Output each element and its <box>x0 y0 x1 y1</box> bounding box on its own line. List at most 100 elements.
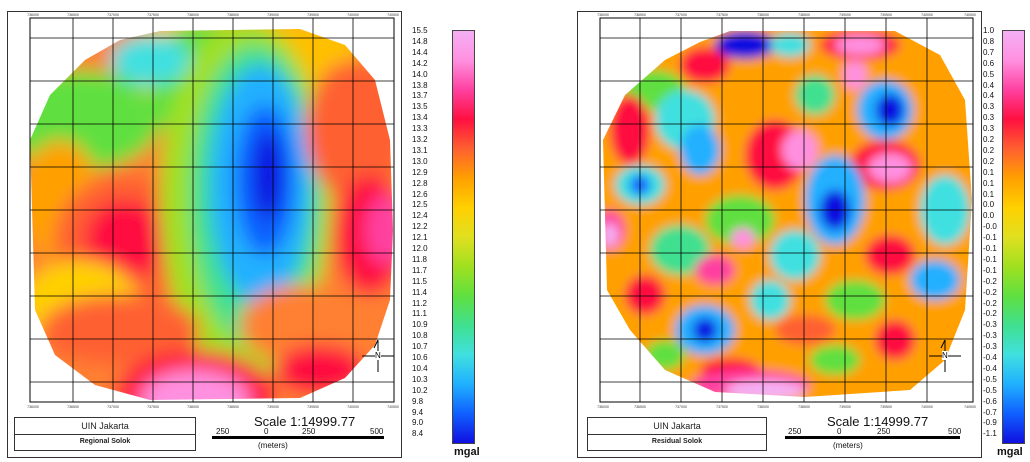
legend-value-label: 13.7 <box>412 91 428 101</box>
legend-value-label: 12.0 <box>412 244 428 253</box>
legend-value-label: 10.4 <box>412 363 428 373</box>
scale-unit-label: (meters) <box>833 441 863 450</box>
legend-value-label: 1.0 <box>983 26 995 35</box>
scale-tick-label: 500 <box>948 427 962 436</box>
legend-value-label: 0.1 <box>983 189 995 199</box>
legend-value-label: -0.6 <box>983 396 997 406</box>
legend-value-label: 15.5 <box>412 26 428 35</box>
legend-value-label: 13.8 <box>412 80 428 90</box>
legend-value-label: 14.2 <box>412 58 428 68</box>
legend-value-label: -0.1 <box>983 244 997 253</box>
legend-value-label: -0.9 <box>983 418 997 428</box>
coordinate-label: 737000 <box>107 13 119 17</box>
legend-value-label: 13.2 <box>412 135 428 144</box>
legend-value-label: -0.0 <box>983 222 997 232</box>
coordinate-label: 738500 <box>227 13 239 17</box>
legend-value-label: -0.5 <box>983 374 997 384</box>
legend-value-label: 11.4 <box>412 287 427 297</box>
legend-value-label: 11.8 <box>412 254 427 264</box>
legend-value-label: 13.5 <box>412 102 428 112</box>
legend-value-label: -0.2 <box>983 298 997 308</box>
legend-value-label: 13.1 <box>412 145 428 155</box>
legend-value-label: -1.1 <box>983 429 997 439</box>
legend-value-label: -0.3 <box>983 331 997 341</box>
legend-value-label: 11.7 <box>412 265 427 275</box>
coordinate-label: 737000 <box>675 405 687 409</box>
scale-tick-label: 0 <box>837 427 842 436</box>
coordinate-label: 739000 <box>839 13 851 17</box>
north-label: N <box>375 351 381 360</box>
legend-value-label: 12.6 <box>412 189 428 199</box>
legend-value-label: 10.8 <box>412 331 428 341</box>
legend-value-label: -0.7 <box>983 407 997 417</box>
color-legend-bar <box>452 30 475 444</box>
regional-map-canvas: 736000 736000 736500 736500 737000 737000 7375… <box>27 13 399 409</box>
coordinate-label: 739000 <box>267 13 279 17</box>
scale-bar <box>212 436 384 439</box>
coordinate-label: 736500 <box>634 13 646 17</box>
coordinate-label: 740000 <box>347 405 359 409</box>
coordinate-label: 739000 <box>267 405 279 409</box>
organization-label: UIN Jakarta <box>81 421 129 431</box>
legend-unit-label: mgal <box>454 446 480 458</box>
coordinate-label: 738000 <box>187 13 199 17</box>
legend-value-label: 11.2 <box>412 298 427 308</box>
regional-anomaly-map-panel: 736000 736000 736500 736500 737000 737000 7375… <box>7 11 480 458</box>
legend-value-label: 0.1 <box>983 178 995 188</box>
legend-value-label: 0.1 <box>983 167 995 177</box>
scale-tick-label: 250 <box>877 427 891 436</box>
coordinate-label: 740500 <box>964 405 976 409</box>
legend-value-label: 0.7 <box>983 47 995 57</box>
coordinate-label: 736000 <box>597 405 609 409</box>
color-legend-bar <box>1002 30 1025 444</box>
residual-map-canvas: 736000 736000 736500 736500 737000 737000 7375… <box>597 13 976 409</box>
legend-value-label: 14.8 <box>412 36 428 46</box>
legend-value-label: 10.6 <box>412 353 428 362</box>
coordinate-label: 738000 <box>757 405 769 409</box>
coordinate-label: 737500 <box>147 405 159 409</box>
north-label: N <box>942 351 948 360</box>
legend-value-label: 10.7 <box>412 342 428 352</box>
legend-value-label: 12.2 <box>412 222 428 232</box>
legend-value-label: 12.8 <box>412 178 428 188</box>
legend-value-label: -0.2 <box>983 287 997 297</box>
legend-value-label: 9.4 <box>412 407 424 417</box>
legend-value-label: 0.5 <box>983 69 995 79</box>
legend-value-label: 0.0 <box>983 200 995 210</box>
coordinate-label: 737500 <box>716 405 728 409</box>
scale-tick-label: 250 <box>788 427 802 436</box>
scale-label: Scale 1:14999.77 <box>827 414 929 429</box>
scale-tick-label: 0 <box>264 427 269 436</box>
legend-value-label: -0.1 <box>983 254 997 264</box>
legend-value-label: 0.3 <box>983 113 995 123</box>
legend-value-label: 13.0 <box>412 156 428 166</box>
coordinate-label: 739500 <box>307 405 319 409</box>
legend-value-label: 11.1 <box>412 309 427 319</box>
legend-value-label: 12.1 <box>412 233 428 243</box>
coordinate-label: 737500 <box>147 13 159 17</box>
coordinate-label: 739000 <box>839 405 851 409</box>
coordinate-label: 737000 <box>107 405 119 409</box>
coordinate-label: 739500 <box>307 13 319 17</box>
scale-bar <box>785 436 960 439</box>
coordinate-label: 738000 <box>757 13 769 17</box>
coordinate-label: 738500 <box>227 405 239 409</box>
organization-label: UIN Jakarta <box>653 421 701 431</box>
legend-unit-label: mgal <box>997 446 1023 458</box>
coordinate-label: 738000 <box>187 405 199 409</box>
legend-value-label: 12.5 <box>412 200 428 210</box>
coordinate-label: 736500 <box>67 405 79 409</box>
legend-value-label: 9.8 <box>412 396 424 406</box>
legend-value-label: 0.2 <box>983 135 995 144</box>
legend-value-label: 14.0 <box>412 69 428 79</box>
coordinate-label: 739500 <box>880 13 892 17</box>
legend-value-label: 0.8 <box>983 36 995 46</box>
scale-label: Scale 1:14999.77 <box>254 414 356 429</box>
legend-value-label: 0.4 <box>983 91 995 101</box>
legend-value-label: 12.9 <box>412 167 428 177</box>
coordinate-label: 740500 <box>387 13 399 17</box>
coordinate-label: 738500 <box>798 13 810 17</box>
legend-value-label: 11.5 <box>412 276 427 286</box>
coordinate-label: 737000 <box>675 13 687 17</box>
coordinate-label: 737500 <box>716 13 728 17</box>
